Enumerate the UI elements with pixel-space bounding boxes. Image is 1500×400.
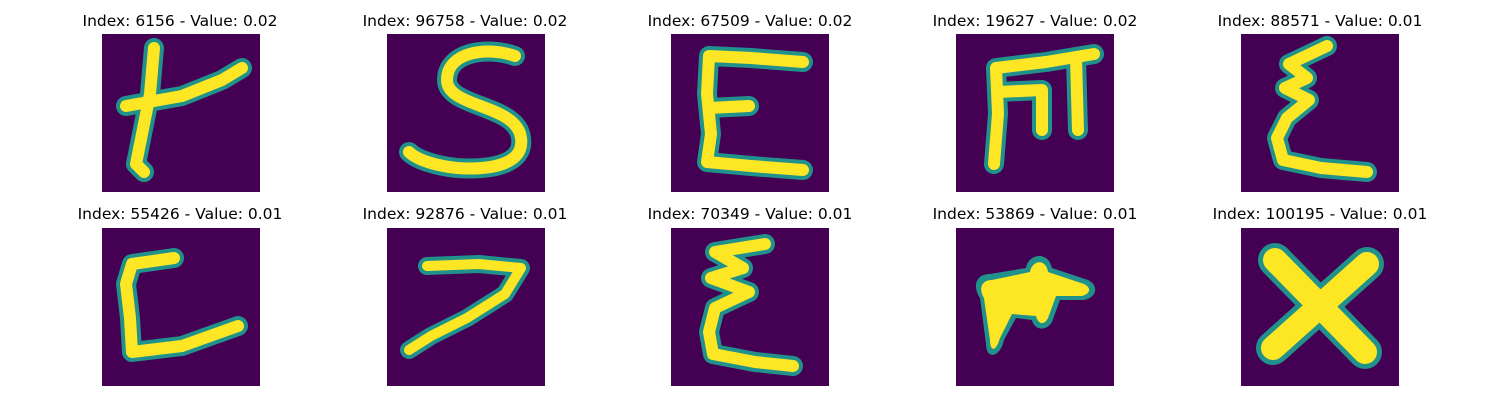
panel-title: Index: 88571 - Value: 0.01 (1217, 12, 1423, 30)
l-letter-icon (102, 228, 260, 386)
blob-icon (956, 228, 1114, 386)
panel-title: Index: 92876 - Value: 0.01 (362, 205, 568, 223)
digit-image (1241, 228, 1399, 386)
panel-title: Index: 53869 - Value: 0.01 (932, 205, 1138, 223)
epsilon-icon (671, 228, 829, 386)
epsilon-icon (1241, 34, 1399, 192)
t-stroke-icon (102, 34, 260, 192)
panel-title: Index: 55426 - Value: 0.01 (77, 205, 283, 223)
x-letter-icon (1241, 228, 1399, 386)
digit-image (671, 34, 829, 192)
digit-image (387, 228, 545, 386)
s-letter-icon (387, 34, 545, 192)
digit-image (956, 228, 1114, 386)
seven-icon (387, 228, 545, 386)
digit-image (387, 34, 545, 192)
digit-image (956, 34, 1114, 192)
panel-title: Index: 67509 - Value: 0.02 (647, 12, 853, 30)
panel-title: Index: 6156 - Value: 0.02 (82, 12, 278, 30)
digit-image (102, 34, 260, 192)
panel-title: Index: 70349 - Value: 0.01 (647, 205, 853, 223)
m-letter-icon (956, 34, 1114, 192)
panel-title: Index: 19627 - Value: 0.02 (932, 12, 1138, 30)
e-letter-icon (671, 34, 829, 192)
digit-image (1241, 34, 1399, 192)
panel-title: Index: 100195 - Value: 0.01 (1212, 205, 1428, 223)
digit-image (671, 228, 829, 386)
panel-title: Index: 96758 - Value: 0.02 (362, 12, 568, 30)
digit-image (102, 228, 260, 386)
